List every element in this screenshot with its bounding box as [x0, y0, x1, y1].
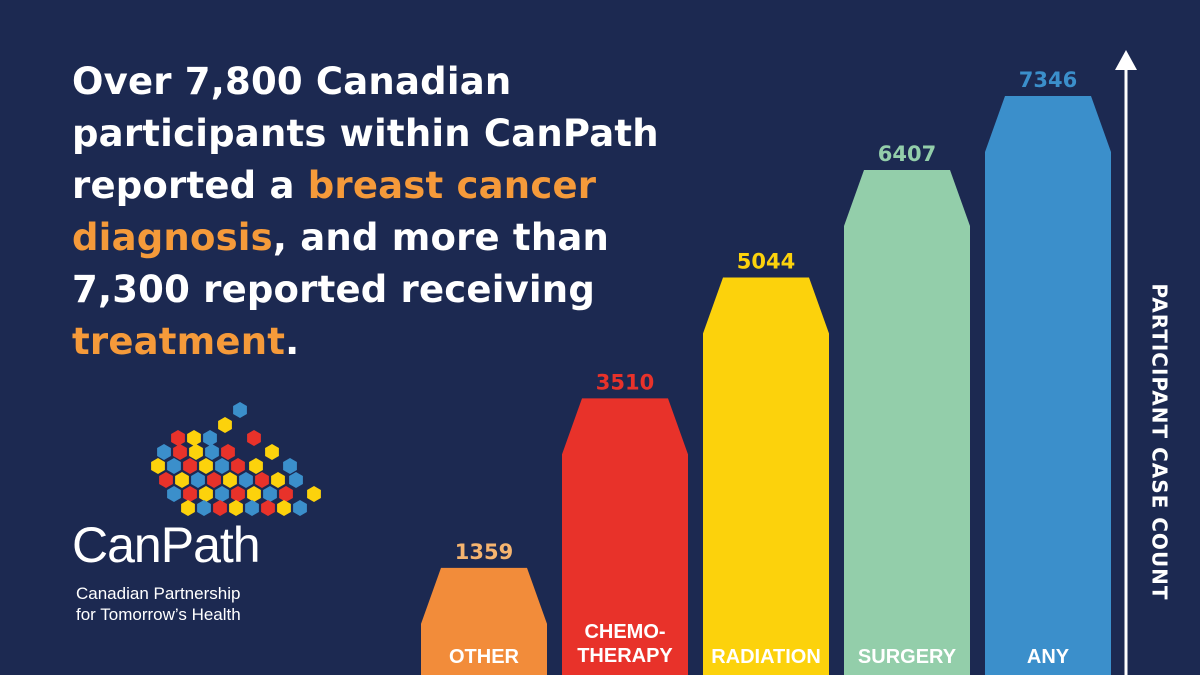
headline: Over 7,800 Canadian participants within … [72, 56, 692, 368]
logo-hexagon [293, 500, 307, 516]
logo-hexagon [187, 430, 201, 446]
logo-hexagon [271, 472, 285, 488]
logo-hexagon [229, 500, 243, 516]
brand-tagline-line-1: Canadian Partnership [76, 584, 241, 603]
logo-hexagon [231, 458, 245, 474]
category-label-surgery: SURGERY [858, 646, 957, 668]
logo-hexagon [231, 486, 245, 502]
logo-hexagon [233, 402, 247, 418]
logo-hexagon [255, 472, 269, 488]
logo-hexagon [167, 458, 181, 474]
logo-hexagon [277, 500, 291, 516]
brand-name: CanPath [72, 517, 261, 573]
logo-hexagon [279, 486, 293, 502]
logo-hexagon [173, 444, 187, 460]
logo-hexagon [218, 417, 232, 433]
brand-tagline: Canadian Partnership for Tomorrow’s Heal… [76, 583, 241, 625]
logo-hexagon [239, 472, 253, 488]
bar-chemo-therapy [562, 398, 688, 675]
value-label-other: 1359 [455, 540, 513, 564]
logo-hexagon [247, 430, 261, 446]
headline-highlight-treatment: treatment [72, 320, 286, 363]
logo-hexagon [215, 486, 229, 502]
logo-hexagon [183, 458, 197, 474]
logo-hexagon [181, 500, 195, 516]
logo-hexagon [289, 472, 303, 488]
value-label-surgery: 6407 [878, 142, 936, 166]
logo-hexagon [265, 444, 279, 460]
logo-hexagon [207, 472, 221, 488]
logo-hexagon [189, 444, 203, 460]
logo-hexagon [171, 430, 185, 446]
logo-hexagon [249, 458, 263, 474]
logo-hexagon [157, 444, 171, 460]
logo-hexagon [175, 472, 189, 488]
logo-hexagon [151, 458, 165, 474]
headline-part-1: Over 7,800 Canadian participants within … [72, 60, 659, 207]
logo-hexagon [183, 486, 197, 502]
logo-hexagon [205, 444, 219, 460]
y-axis-label: PARTICIPANT CASE COUNT [1148, 283, 1172, 600]
logo-hexagon [199, 458, 213, 474]
logo-hexagon [167, 486, 181, 502]
category-label-other: OTHER [449, 646, 520, 668]
logo-hexagon [245, 500, 259, 516]
logo-hexagon [261, 500, 275, 516]
category-label-radiation: RADIATION [711, 646, 821, 668]
bar-surgery [844, 170, 970, 675]
headline-part-3: . [285, 320, 300, 363]
value-label-any: 7346 [1019, 68, 1077, 92]
logo-hexagon [213, 500, 227, 516]
logo-hexagon [307, 486, 321, 502]
bar-any [985, 96, 1111, 675]
logo-hexagon [199, 486, 213, 502]
logo-hexagon [197, 500, 211, 516]
bar-radiation [703, 277, 829, 675]
category-label-chemo-therapy: CHEMO-THERAPY [577, 621, 673, 667]
headline-highlight-diagnosis: breast cancer diagnosis [72, 164, 597, 259]
y-axis-arrow [1115, 50, 1137, 70]
logo-hexagon [221, 444, 235, 460]
logo-hexagon [247, 486, 261, 502]
value-label-chemo-therapy: 3510 [596, 370, 654, 394]
category-label-any: ANY [1027, 646, 1070, 668]
logo-hexagon [263, 486, 277, 502]
bar-other [421, 567, 547, 675]
value-label-radiation: 5044 [737, 249, 795, 273]
logo-hexagon [159, 472, 173, 488]
logo-hexagon [223, 472, 237, 488]
canpath-hexagon-map-logo [151, 402, 321, 516]
headline-part-2: , and more than 7,300 reported receiving [72, 216, 610, 311]
brand-tagline-line-2: for Tomorrow’s Health [76, 605, 241, 624]
logo-hexagon [191, 472, 205, 488]
logo-hexagon [283, 458, 297, 474]
logo-hexagon [203, 430, 217, 446]
logo-hexagon [215, 458, 229, 474]
